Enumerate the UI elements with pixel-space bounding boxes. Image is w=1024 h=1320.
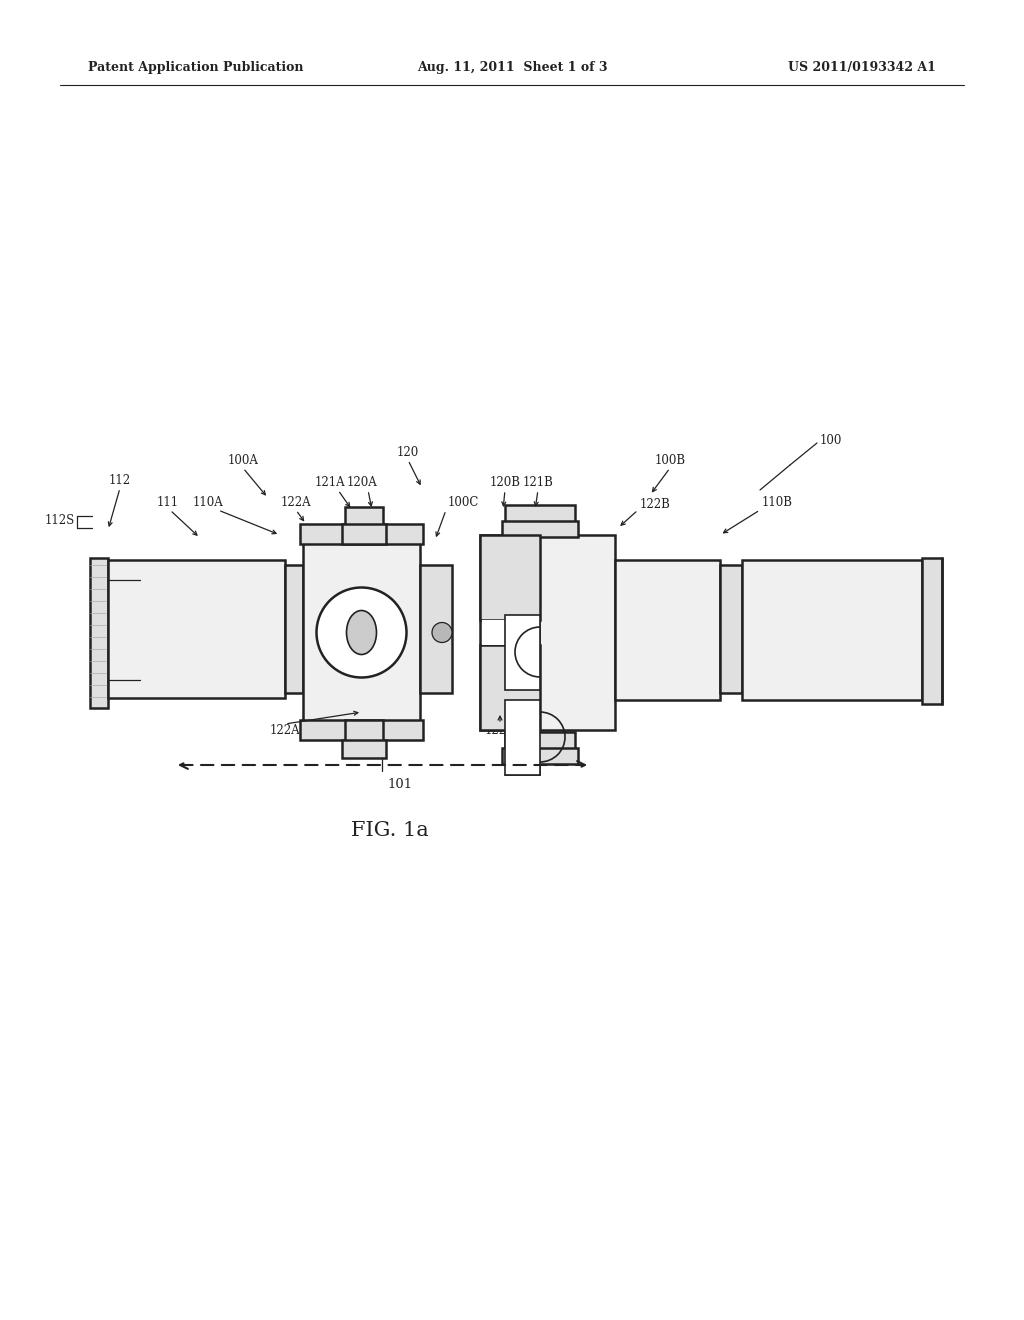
Bar	[303, 543, 420, 722]
Bar	[482, 620, 537, 645]
Bar	[285, 565, 303, 693]
Bar	[108, 560, 285, 698]
Text: 122B: 122B	[640, 498, 671, 511]
Bar	[502, 748, 578, 764]
Circle shape	[432, 623, 452, 643]
Bar	[90, 558, 108, 708]
Text: 112S: 112S	[45, 513, 75, 527]
Text: 120: 120	[397, 446, 419, 458]
Bar	[300, 524, 423, 544]
Bar	[615, 560, 720, 700]
Text: 120A: 120A	[347, 475, 378, 488]
Bar	[480, 535, 615, 730]
Bar	[505, 506, 575, 523]
Bar	[502, 521, 578, 537]
Text: Aug. 11, 2011  Sheet 1 of 3: Aug. 11, 2011 Sheet 1 of 3	[417, 62, 607, 74]
Text: 121B: 121B	[522, 475, 553, 488]
Bar	[742, 560, 922, 700]
Bar	[480, 535, 540, 620]
Text: US 2011/0193342 A1: US 2011/0193342 A1	[788, 62, 936, 74]
Bar	[345, 719, 383, 742]
Text: 112: 112	[109, 474, 131, 487]
Text: 110A: 110A	[193, 495, 223, 508]
Text: Patent Application Publication: Patent Application Publication	[88, 62, 303, 74]
Ellipse shape	[346, 610, 377, 655]
Text: 122B: 122B	[484, 723, 515, 737]
Bar	[342, 524, 386, 544]
Text: 121A: 121A	[314, 475, 345, 488]
Text: 100B: 100B	[654, 454, 685, 466]
Bar	[480, 645, 540, 730]
Bar	[922, 558, 942, 704]
Text: 111: 111	[157, 495, 179, 508]
Bar	[505, 615, 540, 690]
Bar	[420, 565, 452, 693]
Bar	[720, 565, 742, 693]
Text: FIG. 1a: FIG. 1a	[351, 821, 429, 840]
Text: 100C: 100C	[449, 495, 479, 508]
Bar	[300, 719, 423, 741]
Text: 122A: 122A	[281, 495, 311, 508]
Bar	[342, 741, 386, 758]
Bar	[505, 700, 540, 775]
Bar	[505, 733, 575, 750]
Circle shape	[316, 587, 407, 677]
Text: 110B: 110B	[762, 495, 793, 508]
Text: 120B: 120B	[489, 475, 520, 488]
Text: 101: 101	[387, 779, 413, 792]
Bar	[345, 507, 383, 527]
Text: 122A: 122A	[269, 723, 300, 737]
Text: 100: 100	[820, 433, 843, 446]
Text: 100A: 100A	[227, 454, 258, 466]
